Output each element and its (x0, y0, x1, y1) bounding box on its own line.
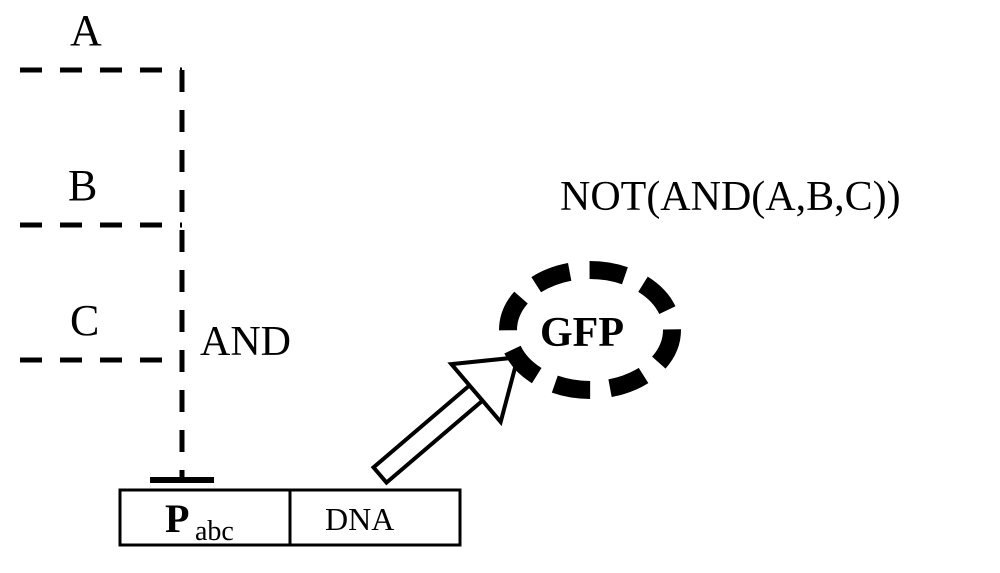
input-label-b: B (68, 161, 97, 210)
canvas-bg (0, 0, 1000, 573)
input-label-a: A (70, 6, 102, 55)
gfp-label: GFP (540, 310, 624, 356)
and-gate-label: AND (200, 319, 291, 365)
dna-label: DNA (325, 501, 394, 537)
input-label-c: C (70, 296, 99, 345)
logic-expression: NOT(AND(A,B,C)) (560, 174, 901, 220)
promoter-p-label: P (165, 496, 189, 541)
promoter-abc-subscript: abc (195, 516, 234, 547)
